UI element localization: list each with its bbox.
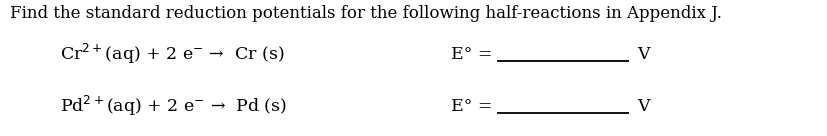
Text: E° =: E° = (451, 98, 492, 115)
Text: Pd$^{2+}$(aq) + 2 e$^{-}$ →  Pd (s): Pd$^{2+}$(aq) + 2 e$^{-}$ → Pd (s) (60, 94, 286, 118)
Text: Cr$^{2+}$(aq) + 2 e$^{-}$ →  Cr (s): Cr$^{2+}$(aq) + 2 e$^{-}$ → Cr (s) (60, 42, 284, 67)
Text: Find the standard reduction potentials for the following half-reactions in Appen: Find the standard reduction potentials f… (10, 5, 721, 22)
Text: E° =: E° = (451, 46, 492, 63)
Text: V: V (637, 46, 649, 63)
Text: V: V (637, 98, 649, 115)
